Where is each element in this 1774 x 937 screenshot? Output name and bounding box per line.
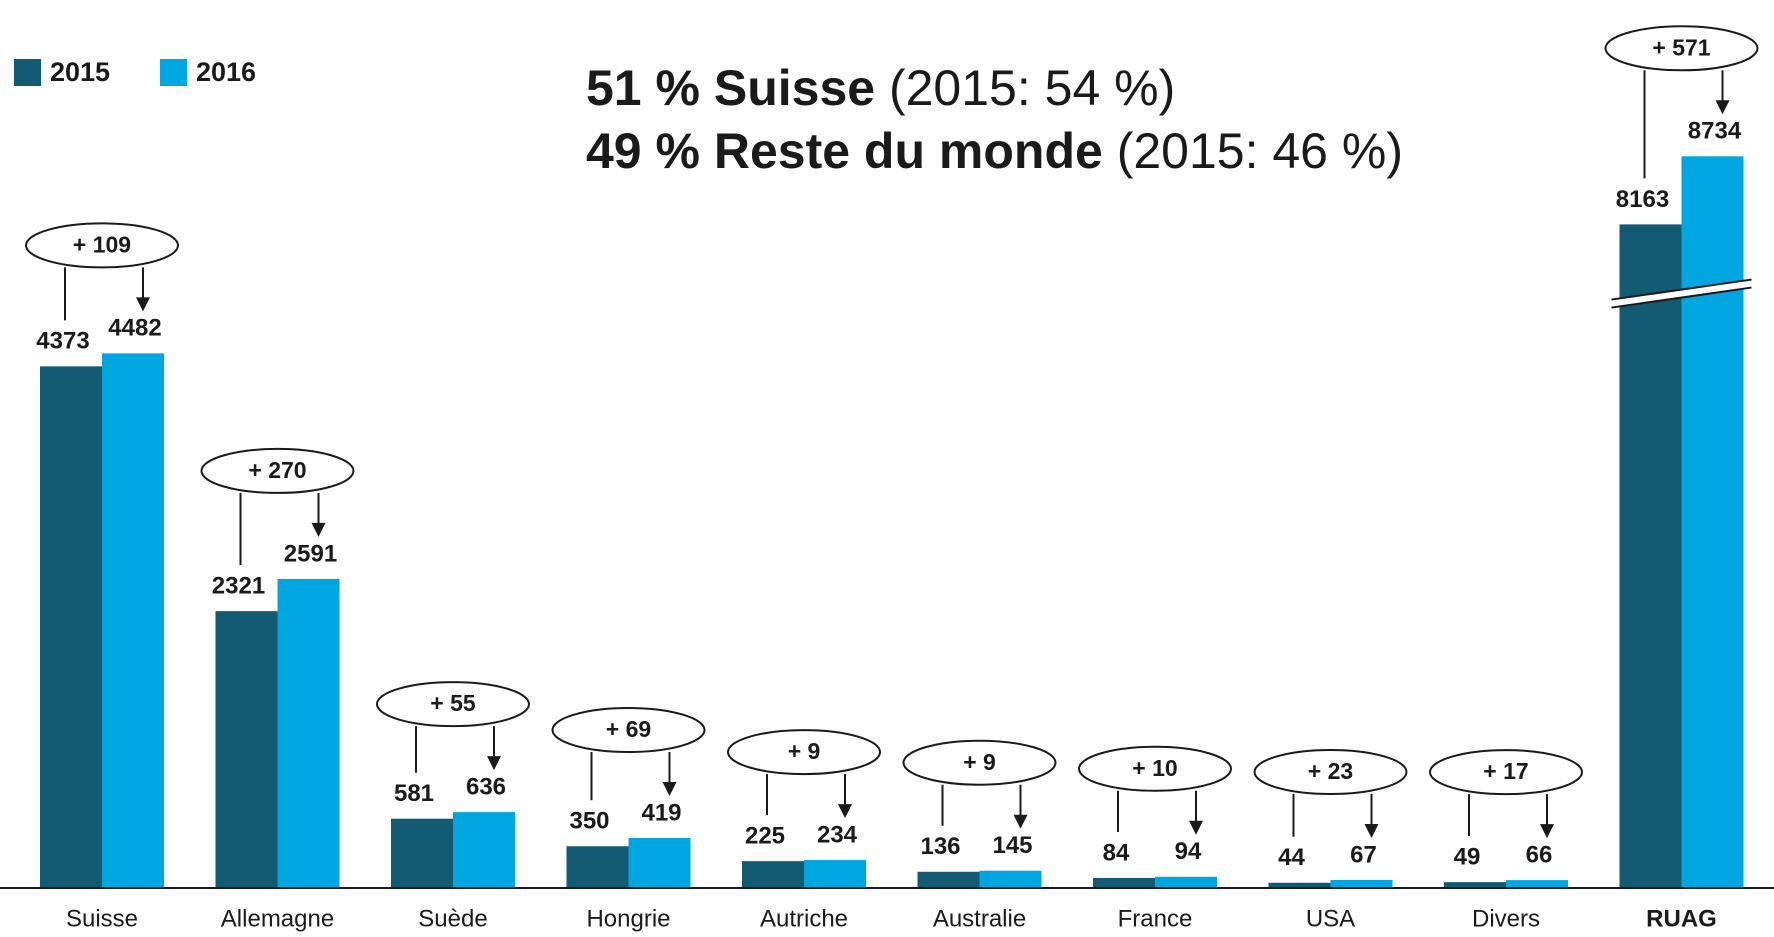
delta-arrow [311, 522, 326, 537]
headline-rest: (2015: 54 %) [889, 60, 1175, 116]
bar [102, 353, 164, 888]
x-tick-label: Australie [933, 905, 1026, 932]
axis-break-line [1611, 278, 1752, 301]
legend-swatch [14, 59, 41, 86]
bar [453, 812, 515, 888]
delta-bubble [902, 739, 1057, 786]
delta-label: + 55 [430, 690, 476, 716]
delta-bubble [376, 681, 530, 728]
delta-bubble [727, 729, 881, 776]
delta-arrow [1540, 824, 1554, 839]
delta-label: + 571 [1652, 34, 1710, 60]
delta-label: + 109 [73, 231, 131, 257]
delta-label: + 10 [1132, 755, 1177, 781]
value-label: 419 [641, 799, 681, 826]
bar [215, 611, 278, 888]
bar [1093, 877, 1155, 888]
value-label: 350 [569, 808, 609, 835]
bar [566, 846, 629, 888]
delta-arrow [1715, 100, 1730, 115]
bar [1619, 224, 1682, 888]
delta-arrow [838, 804, 852, 819]
delta-arrow [1189, 820, 1203, 835]
legend-label: 2015 [50, 57, 110, 87]
value-label: 44 [1278, 844, 1305, 871]
delta-bubble [551, 707, 706, 754]
value-label: 4373 [36, 328, 89, 355]
bar [1681, 156, 1744, 889]
value-label: 8163 [1616, 186, 1669, 213]
bar [628, 838, 691, 888]
legend-label: 2016 [196, 57, 256, 87]
x-tick-label: USA [1306, 905, 1355, 932]
bar [804, 860, 866, 888]
delta-label: + 9 [788, 738, 821, 764]
delta-bubble [1078, 745, 1232, 792]
headline-1: 51 % Suisse (2015: 54 %) [586, 60, 1175, 116]
x-tick-label: Hongrie [586, 905, 670, 932]
value-label: 581 [394, 780, 434, 807]
delta-label: + 17 [1483, 758, 1528, 784]
bar [979, 870, 1042, 888]
value-label: 94 [1175, 838, 1202, 865]
value-label: 66 [1526, 841, 1553, 868]
value-label: 2591 [284, 540, 337, 567]
headline-2: 49 % Reste du monde (2015: 46 %) [586, 123, 1403, 179]
value-label: 8734 [1688, 118, 1742, 145]
x-tick-label: Suède [418, 905, 487, 932]
delta-label: + 23 [1308, 758, 1353, 784]
bar [40, 366, 102, 888]
delta-bubble [200, 447, 355, 494]
delta-bubble [1429, 749, 1583, 796]
bar [391, 818, 453, 888]
delta-arrow [662, 782, 677, 797]
delta-label: + 9 [963, 749, 996, 775]
x-tick-label: RUAG [1646, 905, 1717, 932]
delta-arrow [1013, 814, 1028, 829]
delta-arrow [1364, 824, 1379, 839]
bar [1268, 882, 1331, 888]
x-tick-label: Autriche [760, 905, 848, 932]
value-label: 636 [466, 773, 506, 800]
delta-bubble [25, 222, 179, 269]
value-label: 4482 [108, 315, 161, 342]
axis-break [1611, 279, 1752, 308]
axis-break-line [1611, 286, 1752, 309]
delta-label: + 69 [606, 716, 651, 742]
bar [1330, 880, 1393, 888]
bar [1444, 882, 1506, 888]
delta-arrow [487, 756, 501, 771]
x-tick-label: France [1118, 905, 1193, 932]
delta-label: + 270 [248, 457, 306, 483]
bar [1155, 876, 1217, 888]
headline-bold: 49 % Reste du monde [586, 123, 1103, 179]
x-tick-label: Suisse [66, 905, 138, 932]
delta-bubble [1604, 25, 1759, 72]
value-label: 49 [1454, 843, 1481, 870]
bar [742, 861, 804, 888]
delta-bubble [1253, 749, 1408, 796]
headline-bold: 51 % Suisse [586, 60, 875, 116]
value-label: 225 [745, 823, 785, 850]
legend-swatch [160, 59, 187, 86]
x-tick-label: Allemagne [221, 905, 334, 932]
bar [1506, 880, 1568, 888]
value-label: 145 [992, 832, 1032, 859]
x-tick-label: Divers [1472, 905, 1540, 932]
delta-arrow [136, 297, 150, 312]
value-label: 84 [1103, 839, 1130, 866]
value-label: 2321 [212, 572, 265, 599]
value-label: 67 [1350, 841, 1377, 868]
value-label: 136 [920, 833, 960, 860]
headline-rest: (2015: 46 %) [1117, 123, 1403, 179]
bar [277, 578, 340, 888]
value-label: 234 [817, 821, 858, 848]
bar [917, 871, 980, 888]
